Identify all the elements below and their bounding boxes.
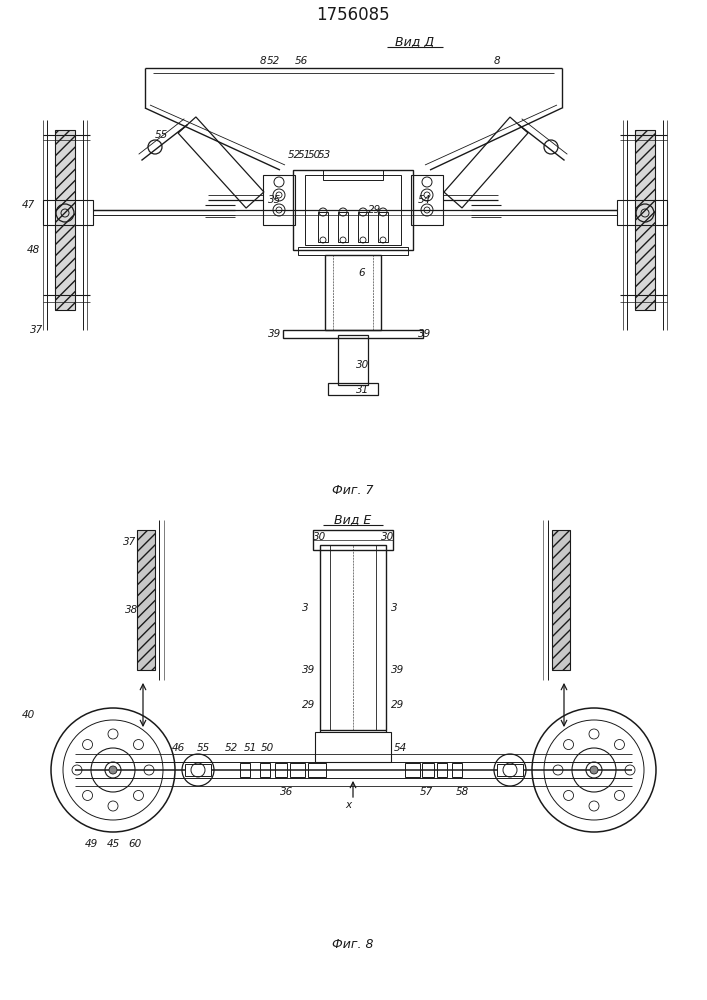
Bar	[55, 130, 75, 310]
Circle shape	[590, 766, 598, 774]
Text: Фиг. 8: Фиг. 8	[332, 938, 374, 952]
Bar	[635, 130, 655, 310]
Text: 56: 56	[295, 56, 308, 66]
Text: 35: 35	[268, 195, 281, 205]
Text: 39: 39	[418, 329, 431, 339]
Text: x: x	[345, 800, 351, 810]
Text: 54: 54	[394, 743, 407, 753]
Text: 29: 29	[302, 700, 315, 710]
Bar	[378, 212, 388, 242]
Bar	[313, 530, 393, 550]
Bar	[323, 170, 383, 180]
Text: 55: 55	[155, 130, 168, 140]
Text: 46: 46	[172, 743, 185, 753]
Bar	[328, 383, 378, 395]
Bar	[325, 255, 381, 330]
Text: 6: 6	[358, 268, 365, 278]
Text: 31: 31	[356, 385, 369, 395]
Bar	[283, 330, 423, 338]
Bar	[320, 545, 386, 730]
Text: 29: 29	[368, 205, 381, 215]
Text: 55: 55	[197, 743, 210, 753]
Bar	[260, 763, 270, 777]
Bar	[437, 763, 447, 777]
Text: 39: 39	[391, 665, 404, 675]
Bar	[422, 763, 434, 777]
Bar	[185, 764, 211, 776]
Bar	[497, 764, 523, 776]
Bar	[240, 763, 250, 777]
Text: 1756085: 1756085	[316, 6, 390, 24]
Text: 8: 8	[494, 56, 501, 66]
Bar	[137, 530, 155, 670]
Bar	[411, 175, 443, 225]
Text: 50: 50	[308, 150, 321, 160]
Bar	[338, 212, 348, 242]
Text: 57: 57	[420, 787, 433, 797]
Bar	[290, 763, 305, 777]
Text: 49: 49	[84, 839, 98, 849]
Bar	[452, 763, 462, 777]
Bar	[293, 170, 413, 250]
Text: 48: 48	[27, 245, 40, 255]
Bar	[358, 212, 368, 242]
Bar	[330, 545, 376, 730]
Text: 29: 29	[391, 700, 404, 710]
Text: Вид Е: Вид Е	[334, 514, 372, 526]
Bar	[43, 200, 93, 225]
Text: 30: 30	[313, 532, 326, 542]
Bar	[275, 763, 287, 777]
Text: 30: 30	[356, 360, 369, 370]
Text: 52: 52	[288, 150, 301, 160]
Bar	[298, 247, 408, 255]
Text: Фиг. 7: Фиг. 7	[332, 484, 374, 496]
Bar	[405, 763, 420, 777]
Text: 50: 50	[261, 743, 274, 753]
Text: 39: 39	[302, 665, 315, 675]
Text: 45: 45	[106, 839, 119, 849]
Text: 37: 37	[123, 537, 136, 547]
Text: 30: 30	[381, 532, 395, 542]
Text: Вид Д: Вид Д	[395, 35, 435, 48]
Bar	[305, 175, 401, 245]
Text: 36: 36	[280, 787, 293, 797]
Text: 58: 58	[456, 787, 469, 797]
Text: 51: 51	[244, 743, 257, 753]
Text: 51: 51	[298, 150, 311, 160]
Bar	[338, 335, 368, 385]
Text: 52: 52	[267, 56, 280, 66]
Text: 60: 60	[129, 839, 141, 849]
Bar	[315, 732, 391, 762]
Text: 52: 52	[225, 743, 238, 753]
Bar	[552, 530, 570, 670]
Text: 37: 37	[30, 325, 43, 335]
Text: 8: 8	[260, 56, 267, 66]
Bar	[308, 763, 326, 777]
Text: 53: 53	[318, 150, 332, 160]
Text: 39: 39	[268, 329, 281, 339]
Text: 38: 38	[125, 605, 139, 615]
Bar	[617, 200, 667, 225]
Bar	[263, 175, 295, 225]
Text: 3: 3	[391, 603, 397, 613]
Text: 40: 40	[22, 710, 35, 720]
Bar	[318, 212, 328, 242]
Circle shape	[109, 766, 117, 774]
Text: 3: 3	[302, 603, 309, 613]
Text: 47: 47	[22, 200, 35, 210]
Text: 54: 54	[418, 195, 431, 205]
